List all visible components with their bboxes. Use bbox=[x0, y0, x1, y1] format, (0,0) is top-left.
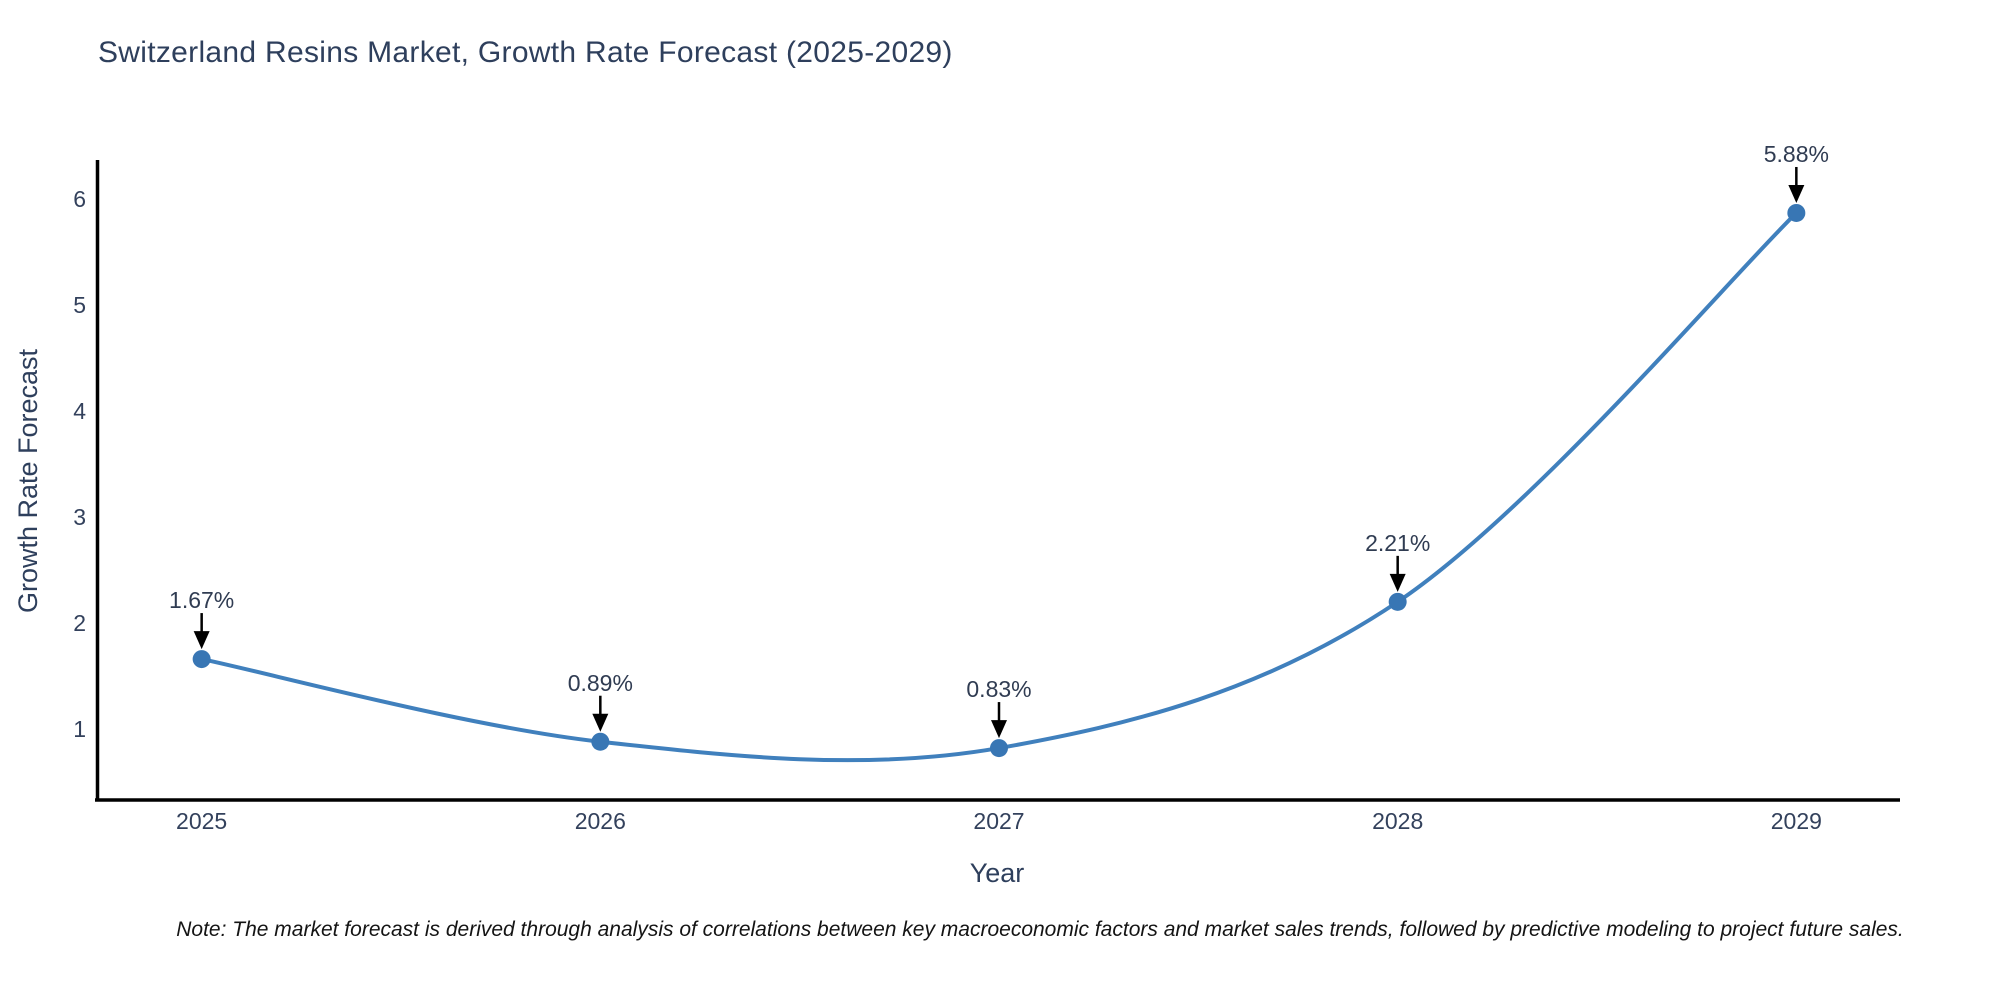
x-tick-label: 2025 bbox=[176, 808, 228, 834]
x-axis-title: Year bbox=[969, 858, 1025, 888]
data-point-marker bbox=[192, 650, 211, 669]
data-point-marker bbox=[1388, 592, 1407, 611]
y-tick-label: 2 bbox=[73, 610, 86, 637]
y-tick-label: 6 bbox=[73, 186, 86, 213]
y-tick-label: 4 bbox=[73, 398, 86, 425]
data-point-marker bbox=[1787, 203, 1806, 222]
x-tick-label: 2029 bbox=[1770, 808, 1822, 834]
y-tick-label: 5 bbox=[73, 292, 86, 319]
forecast-line bbox=[201, 211, 1798, 763]
y-tick-label: 3 bbox=[73, 504, 86, 531]
y-tick-label: 1 bbox=[73, 716, 86, 743]
x-tick-label: 2027 bbox=[973, 808, 1025, 834]
data-point-marker bbox=[591, 732, 610, 751]
annotation-arrowhead bbox=[1788, 184, 1805, 203]
point-annotation-label: 5.88% bbox=[1763, 140, 1829, 167]
x-tick-label: 2028 bbox=[1372, 808, 1424, 834]
annotation-arrowhead bbox=[592, 713, 609, 732]
annotation-arrowhead bbox=[1389, 573, 1406, 592]
x-tick-label: 2026 bbox=[574, 808, 626, 834]
point-annotation-label: 2.21% bbox=[1365, 529, 1431, 556]
annotation-arrowhead bbox=[193, 631, 210, 650]
point-annotation-label: 0.89% bbox=[567, 669, 633, 696]
point-annotation-label: 1.67% bbox=[169, 587, 235, 614]
annotation-arrowhead bbox=[991, 720, 1007, 739]
point-annotation-label: 0.83% bbox=[966, 676, 1032, 703]
footnote: Note: The market forecast is derived thr… bbox=[176, 918, 1904, 941]
chart-title: Switzerland Resins Market, Growth Rate F… bbox=[98, 36, 953, 69]
data-point-marker bbox=[990, 739, 1008, 758]
